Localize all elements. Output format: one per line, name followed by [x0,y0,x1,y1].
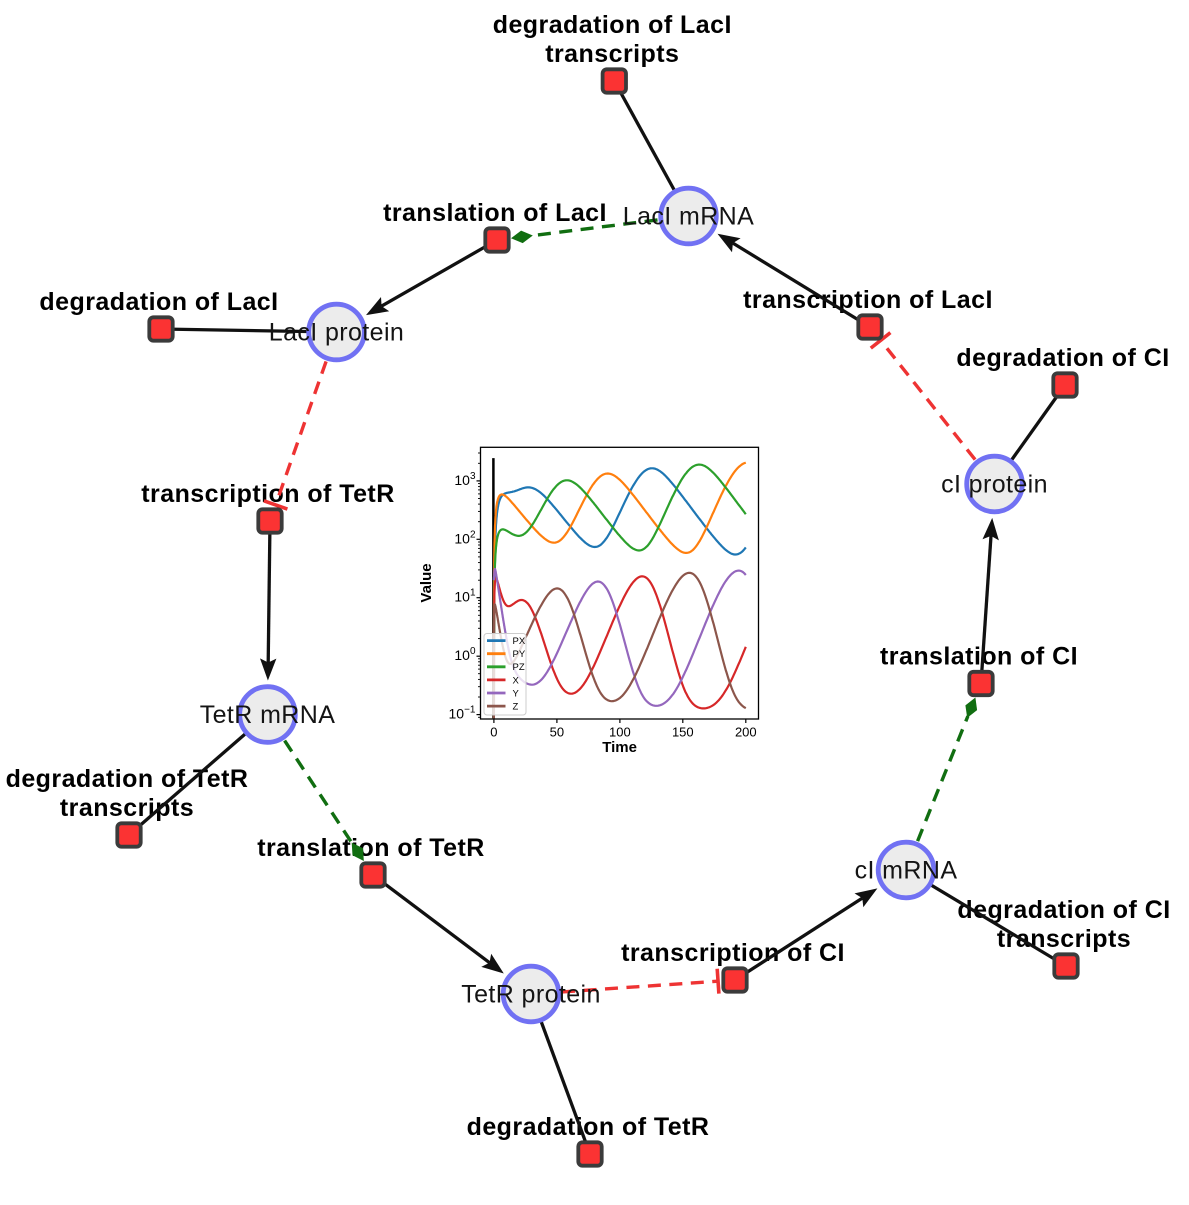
svg-text:X: X [513,675,520,686]
svg-text:Z: Z [513,702,519,713]
svg-text:degradation of TetR: degradation of TetR [467,1113,710,1141]
svg-text:LacI mRNA: LacI mRNA [623,203,754,231]
svg-text:translation of TetR: translation of TetR [257,834,485,862]
svg-text:TetR protein: TetR protein [461,981,601,1009]
svg-text:200: 200 [735,725,757,740]
svg-text:Y: Y [513,688,520,699]
svg-text:degradation of CI: degradation of CI [956,344,1169,372]
svg-text:degradation of LacI: degradation of LacI [39,288,278,316]
svg-text:LacI protein: LacI protein [269,319,404,347]
svg-text:degradation of CI: degradation of CI [957,896,1170,924]
svg-text:transcripts: transcripts [997,925,1131,953]
svg-text:translation of LacI: translation of LacI [383,199,607,227]
svg-text:PZ: PZ [513,662,525,673]
svg-text:translation of CI: translation of CI [880,643,1078,671]
svg-text:0: 0 [490,725,497,740]
svg-text:transcription of CI: transcription of CI [621,939,845,967]
svg-text:cI protein: cI protein [941,471,1048,499]
svg-text:cI mRNA: cI mRNA [855,857,958,885]
svg-text:transcripts: transcripts [60,794,194,822]
svg-text:transcription of LacI: transcription of LacI [743,286,993,314]
svg-text:degradation of TetR: degradation of TetR [6,765,249,793]
svg-text:TetR mRNA: TetR mRNA [200,701,336,729]
svg-text:Value: Value [418,563,435,602]
svg-text:50: 50 [550,725,564,740]
svg-text:PY: PY [513,649,526,660]
svg-text:100: 100 [609,725,631,740]
svg-text:150: 150 [672,725,694,740]
svg-text:PX: PX [513,636,526,647]
svg-text:Time: Time [602,739,637,756]
svg-text:degradation of LacI: degradation of LacI [493,11,732,39]
svg-text:transcripts: transcripts [545,40,679,68]
